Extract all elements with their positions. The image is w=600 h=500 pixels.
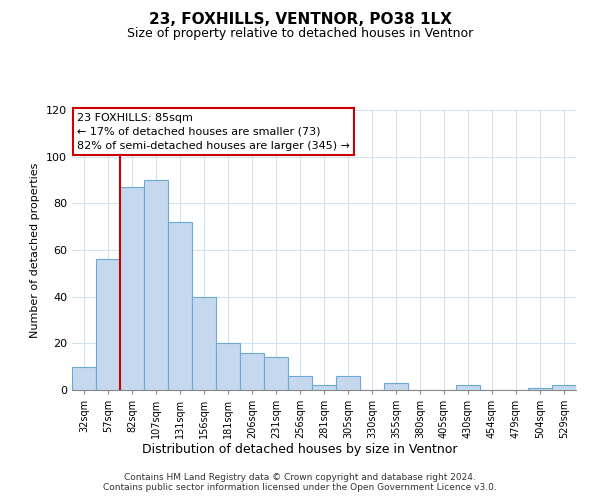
Text: 23 FOXHILLS: 85sqm
← 17% of detached houses are smaller (73)
82% of semi-detache: 23 FOXHILLS: 85sqm ← 17% of detached hou… — [77, 113, 350, 151]
Text: Distribution of detached houses by size in Ventnor: Distribution of detached houses by size … — [142, 442, 458, 456]
Bar — [144, 180, 168, 390]
Bar — [192, 296, 216, 390]
Bar — [240, 352, 264, 390]
Bar — [312, 386, 336, 390]
Bar — [528, 388, 552, 390]
Bar — [96, 260, 120, 390]
Bar — [168, 222, 192, 390]
Text: Contains HM Land Registry data © Crown copyright and database right 2024.: Contains HM Land Registry data © Crown c… — [124, 474, 476, 482]
Bar — [552, 386, 576, 390]
Bar — [120, 187, 144, 390]
Bar — [216, 344, 240, 390]
Bar — [336, 376, 360, 390]
Text: Contains public sector information licensed under the Open Government Licence v3: Contains public sector information licen… — [103, 484, 497, 492]
Bar — [384, 383, 408, 390]
Text: 23, FOXHILLS, VENTNOR, PO38 1LX: 23, FOXHILLS, VENTNOR, PO38 1LX — [149, 12, 451, 28]
Y-axis label: Number of detached properties: Number of detached properties — [31, 162, 40, 338]
Bar — [264, 358, 288, 390]
Bar — [288, 376, 312, 390]
Text: Size of property relative to detached houses in Ventnor: Size of property relative to detached ho… — [127, 28, 473, 40]
Bar — [456, 386, 480, 390]
Bar — [72, 366, 96, 390]
